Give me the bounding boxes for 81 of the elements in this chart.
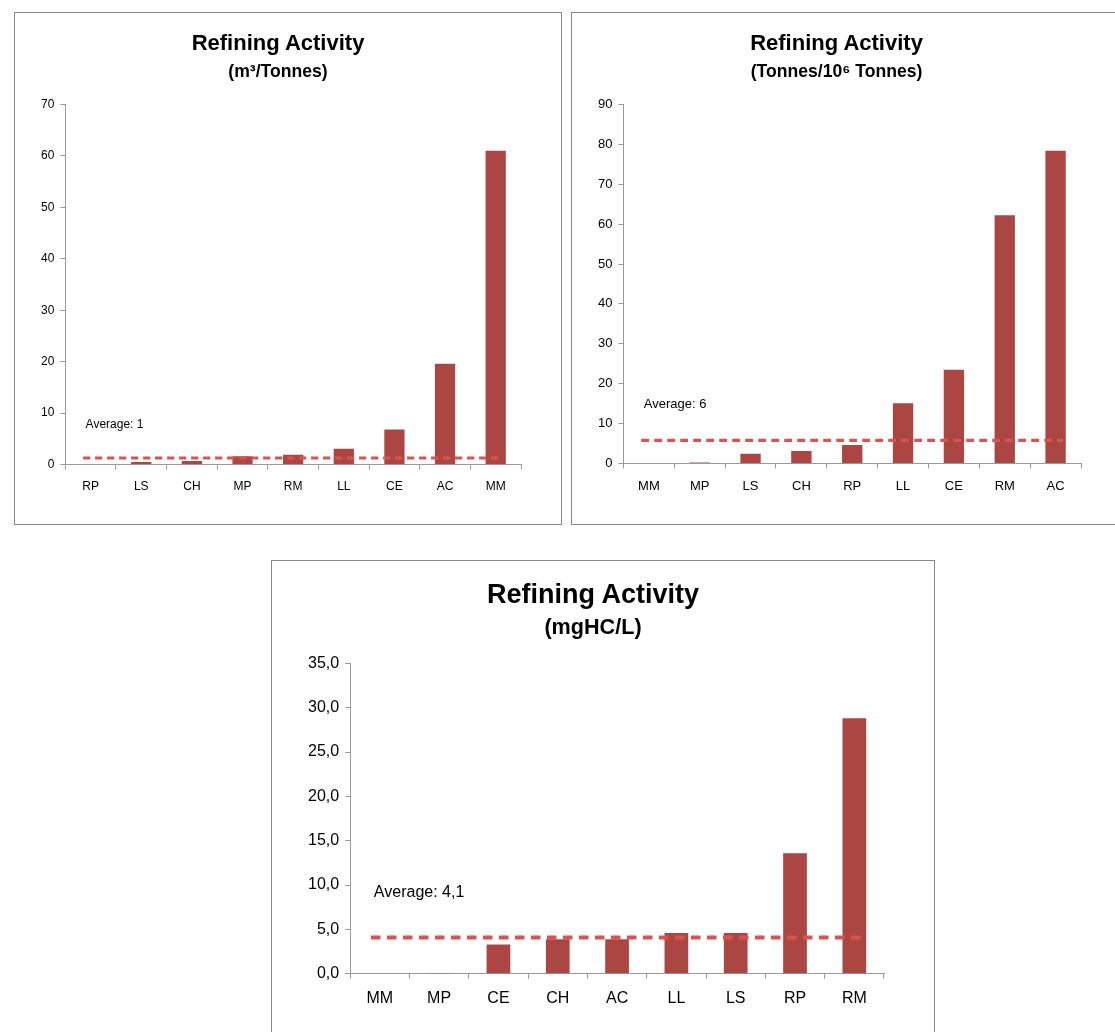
bar bbox=[131, 462, 152, 465]
y-tick-label: 40 bbox=[597, 295, 613, 311]
y-tick-label: 20 bbox=[40, 354, 55, 369]
x-tick-label: RP bbox=[783, 988, 807, 1006]
x-tick-label: LL bbox=[667, 988, 686, 1006]
chart-title: Refining Activity bbox=[191, 30, 366, 56]
x-tick-label: AC bbox=[605, 988, 629, 1006]
chart-subtitle: (mgHC/L) bbox=[544, 614, 642, 640]
chart-title: Refining Activity bbox=[750, 30, 924, 56]
bar bbox=[783, 853, 807, 974]
x-tick-label: CE bbox=[386, 479, 403, 494]
chart-subtitle: (m³/Tonnes) bbox=[228, 60, 328, 81]
y-tick-label: 30,0 bbox=[308, 698, 340, 716]
y-tick-label: 40 bbox=[40, 251, 55, 266]
y-tick-label: 50 bbox=[40, 199, 55, 214]
x-tick-label: AC bbox=[1046, 477, 1065, 493]
x-tick-label: MP bbox=[427, 988, 452, 1006]
y-tick-label: 50 bbox=[597, 255, 613, 271]
x-tick-label: RM bbox=[841, 988, 867, 1006]
x-tick-label: AC bbox=[436, 479, 454, 494]
y-tick-label: 10 bbox=[597, 415, 613, 431]
x-tick-label: LS bbox=[133, 479, 149, 494]
bar bbox=[842, 718, 867, 974]
bar bbox=[740, 453, 761, 463]
bar bbox=[892, 403, 914, 463]
y-tick-label: 60 bbox=[40, 148, 55, 163]
y-tick-label: 0,0 bbox=[316, 964, 340, 982]
x-tick-label: MP bbox=[689, 477, 710, 493]
y-tick-label: 0 bbox=[47, 456, 55, 471]
y-tick-label: 15,0 bbox=[308, 831, 340, 849]
chart-title: Refining Activity bbox=[486, 578, 700, 609]
bar bbox=[664, 932, 689, 974]
y-tick-label: 20 bbox=[597, 375, 613, 391]
x-tick-label: RP bbox=[82, 479, 99, 494]
bar bbox=[1045, 150, 1066, 463]
y-tick-label: 30 bbox=[597, 335, 613, 351]
bar bbox=[943, 369, 965, 463]
y-tick-label: 80 bbox=[597, 135, 613, 151]
x-tick-label: RP bbox=[843, 477, 862, 493]
bar bbox=[723, 932, 748, 974]
bar bbox=[842, 445, 863, 463]
x-tick-label: MM bbox=[638, 477, 660, 493]
y-tick-label: 30 bbox=[40, 302, 55, 317]
bar bbox=[485, 150, 506, 465]
x-tick-label: MP bbox=[233, 479, 252, 494]
x-tick-label: LL bbox=[895, 477, 911, 493]
y-tick-label: 10 bbox=[40, 405, 55, 420]
y-tick-label: 90 bbox=[597, 96, 613, 112]
bar bbox=[181, 461, 203, 465]
bar bbox=[434, 363, 456, 465]
bar bbox=[791, 451, 812, 463]
y-tick-label: 20,0 bbox=[308, 786, 340, 804]
bar bbox=[384, 429, 405, 465]
x-tick-label: LS bbox=[725, 988, 746, 1006]
x-tick-label: CE bbox=[944, 477, 964, 493]
y-tick-label: 25,0 bbox=[308, 742, 340, 760]
bar bbox=[994, 215, 1015, 463]
x-tick-label: RM bbox=[994, 477, 1015, 493]
bar bbox=[486, 944, 511, 974]
y-tick-label: 70 bbox=[40, 96, 55, 111]
y-tick-label: 0 bbox=[605, 454, 613, 470]
x-tick-label: CH bbox=[183, 479, 201, 494]
x-tick-label: LL bbox=[337, 479, 351, 494]
x-tick-label: MM bbox=[366, 988, 394, 1006]
x-tick-label: RM bbox=[283, 479, 303, 494]
y-tick-label: 60 bbox=[597, 215, 613, 231]
bar bbox=[545, 939, 570, 974]
ref-line-label: Average: 6 bbox=[643, 395, 707, 411]
x-tick-label: CH bbox=[792, 477, 811, 493]
chart-subtitle: (Tonnes/10⁶ Tonnes) bbox=[750, 60, 923, 81]
ref-line-label: Average: 4,1 bbox=[373, 883, 465, 901]
x-tick-label: CE bbox=[487, 988, 510, 1006]
bar bbox=[605, 939, 629, 974]
y-tick-label: 35,0 bbox=[308, 653, 340, 671]
x-tick-label: LS bbox=[742, 477, 759, 493]
y-tick-label: 10,0 bbox=[308, 875, 340, 893]
y-tick-label: 5,0 bbox=[316, 919, 340, 937]
x-tick-label: MM bbox=[485, 479, 506, 494]
y-tick-label: 70 bbox=[597, 175, 613, 191]
x-tick-label: CH bbox=[546, 988, 570, 1006]
ref-line-label: Average: 1 bbox=[85, 416, 144, 431]
